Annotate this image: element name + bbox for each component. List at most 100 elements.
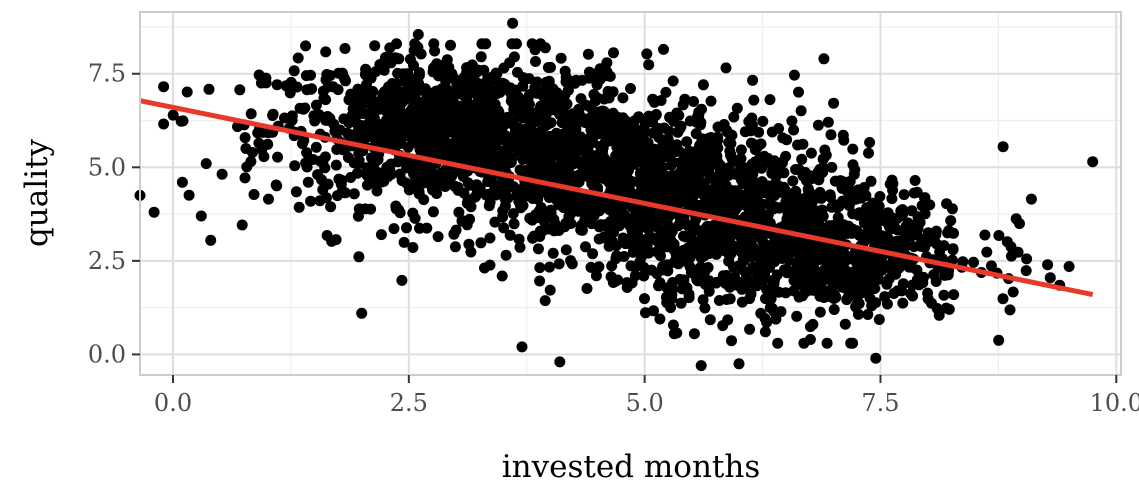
data-point [511, 38, 522, 50]
data-point [534, 262, 546, 274]
data-point [465, 246, 477, 258]
data-point [838, 134, 850, 146]
data-point [793, 86, 804, 98]
data-point [844, 197, 856, 209]
data-point [830, 222, 842, 234]
data-point [234, 84, 246, 96]
data-point [508, 104, 520, 116]
data-point [907, 290, 919, 302]
data-point [761, 316, 773, 328]
data-point [285, 80, 296, 92]
data-point [941, 198, 953, 210]
data-point [724, 145, 736, 157]
data-point [302, 176, 314, 188]
data-point [527, 193, 539, 204]
data-point [325, 201, 337, 213]
data-point [697, 229, 709, 241]
data-point [322, 178, 334, 190]
data-point [791, 310, 803, 322]
data-point [718, 205, 730, 217]
data-point [440, 148, 452, 160]
data-point [530, 56, 541, 67]
data-point [239, 172, 251, 184]
data-point [374, 95, 386, 107]
data-point [806, 196, 818, 208]
data-point [759, 326, 771, 338]
data-point [801, 285, 813, 297]
data-point [625, 260, 637, 272]
data-point [816, 204, 828, 216]
data-point [293, 201, 305, 213]
data-point [444, 168, 456, 179]
data-point [353, 251, 365, 263]
data-point [786, 115, 798, 127]
data-point [938, 289, 950, 301]
data-point [414, 222, 425, 234]
data-point [330, 159, 342, 171]
data-point [320, 74, 332, 86]
data-point [491, 125, 503, 137]
data-point [731, 279, 743, 291]
regression-line-group [139, 98, 1094, 297]
data-point [483, 200, 495, 212]
x-tick-label: 5.0 [626, 389, 664, 417]
data-point [818, 242, 830, 254]
data-point [641, 48, 653, 60]
data-point [427, 206, 439, 218]
data-point [365, 85, 377, 97]
data-point [644, 191, 656, 203]
data-point [393, 53, 405, 65]
data-point [592, 182, 603, 194]
data-point [462, 177, 474, 189]
data-point [748, 94, 760, 106]
data-point [320, 46, 332, 58]
data-point [654, 277, 666, 289]
data-point [485, 138, 497, 150]
data-point [599, 152, 610, 164]
y-tick-label: 2.5 [88, 247, 126, 275]
data-points [134, 17, 1099, 372]
data-point [622, 126, 634, 138]
data-point [407, 242, 419, 253]
data-point [263, 193, 274, 205]
data-point [371, 185, 383, 197]
data-point [744, 213, 756, 225]
data-point [556, 102, 568, 114]
data-point [788, 69, 800, 81]
data-point [886, 193, 898, 205]
data-point [568, 135, 579, 147]
data-point [594, 172, 606, 183]
data-point [526, 131, 538, 143]
data-point [396, 274, 408, 286]
data-point [744, 323, 756, 335]
data-point [439, 135, 451, 147]
data-point [602, 85, 614, 97]
data-point [555, 93, 566, 105]
data-point [870, 352, 882, 364]
data-point [621, 282, 633, 293]
data-point [593, 261, 605, 273]
data-point [724, 293, 736, 305]
data-point [507, 17, 519, 29]
data-point [979, 229, 991, 241]
data-point [825, 272, 837, 284]
data-point [279, 112, 290, 124]
data-point [610, 240, 622, 252]
data-point [1042, 259, 1054, 271]
data-point [352, 92, 363, 104]
data-point [390, 79, 402, 91]
data-point [292, 52, 304, 64]
data-point [751, 198, 763, 210]
data-point [703, 285, 715, 297]
data-point [181, 86, 193, 98]
data-point [379, 126, 391, 138]
data-point [829, 289, 840, 300]
data-point [253, 137, 265, 149]
data-point [875, 209, 887, 221]
data-point [772, 157, 784, 169]
data-point [906, 205, 918, 217]
data-point [352, 210, 364, 222]
data-point [691, 237, 703, 249]
data-point [499, 78, 511, 90]
data-point [705, 203, 717, 215]
